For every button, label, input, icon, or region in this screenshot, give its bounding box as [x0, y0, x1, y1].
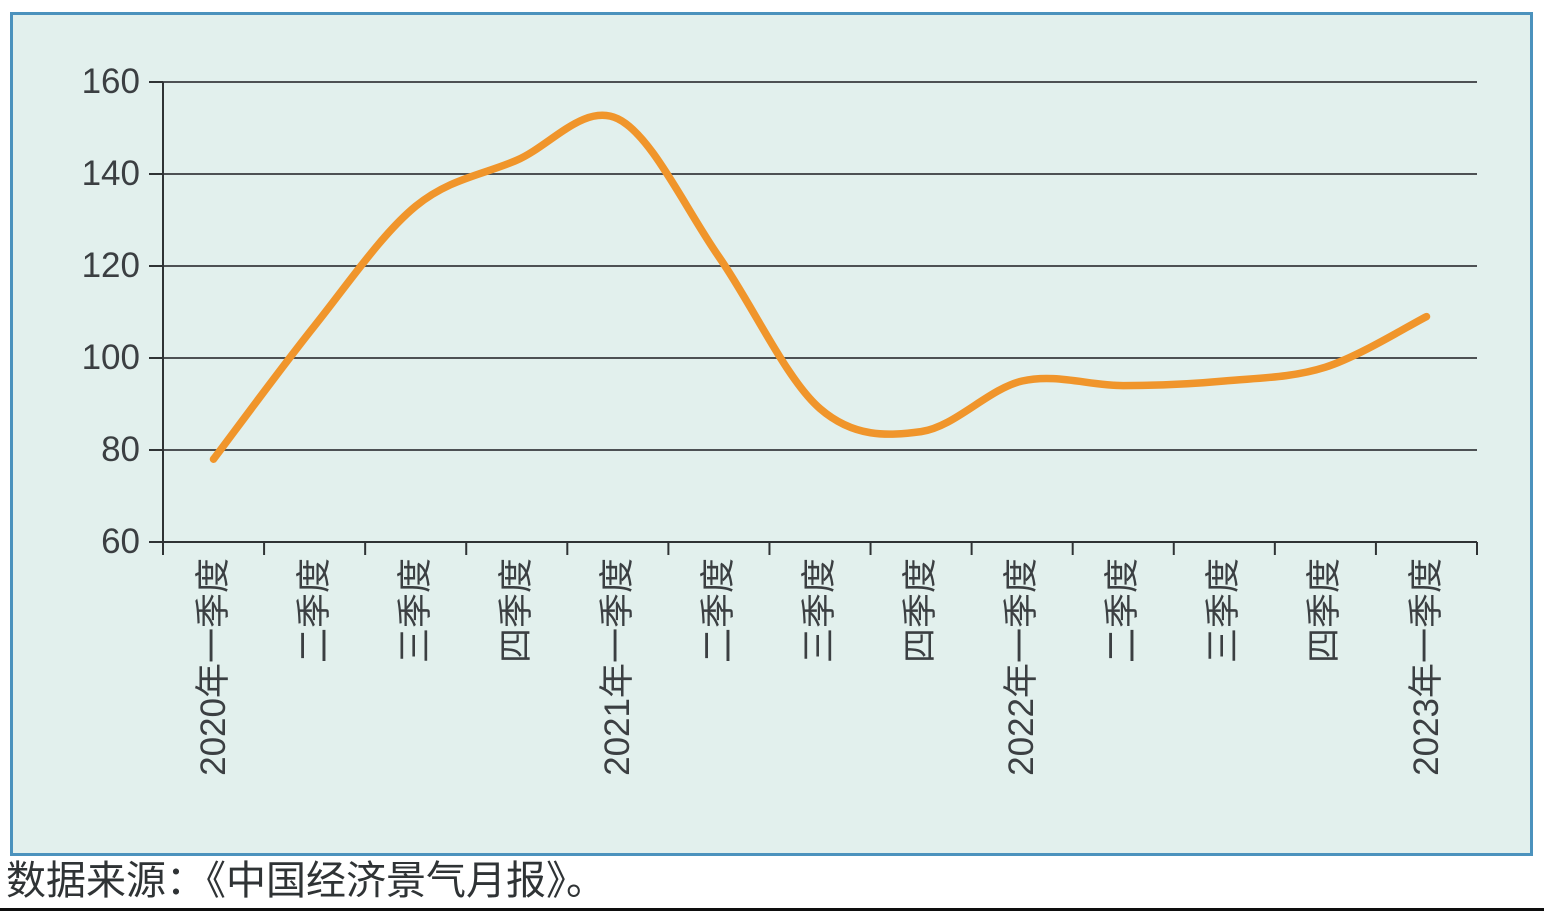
- source-caption: 数据来源：《中国经济景气月报》。: [6, 859, 606, 903]
- axes: [162, 82, 1477, 543]
- series-line: [209, 111, 1431, 463]
- axis-ticks: [149, 81, 1478, 555]
- data-series: [209, 111, 1431, 463]
- bottom-rule: [0, 908, 1544, 911]
- gridlines: [163, 81, 1477, 543]
- chart-panel: [10, 12, 1533, 856]
